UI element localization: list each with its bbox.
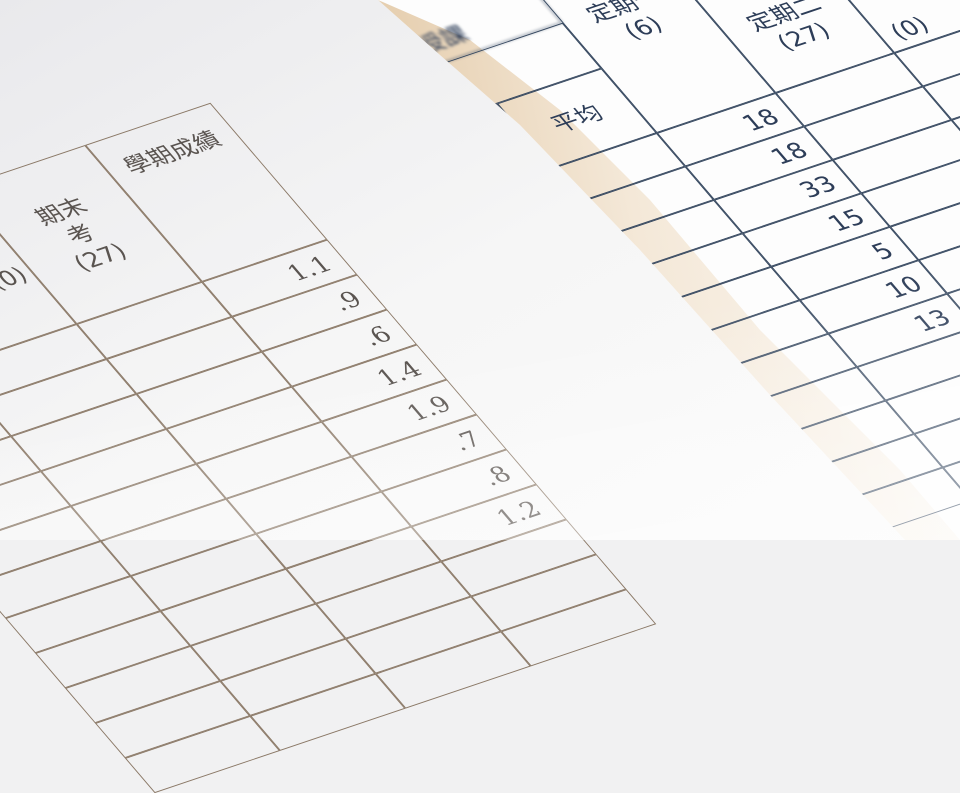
header-label: 學期成績	[117, 126, 228, 180]
header-sub: (0)	[884, 11, 936, 45]
average-label: 平均	[544, 99, 609, 137]
